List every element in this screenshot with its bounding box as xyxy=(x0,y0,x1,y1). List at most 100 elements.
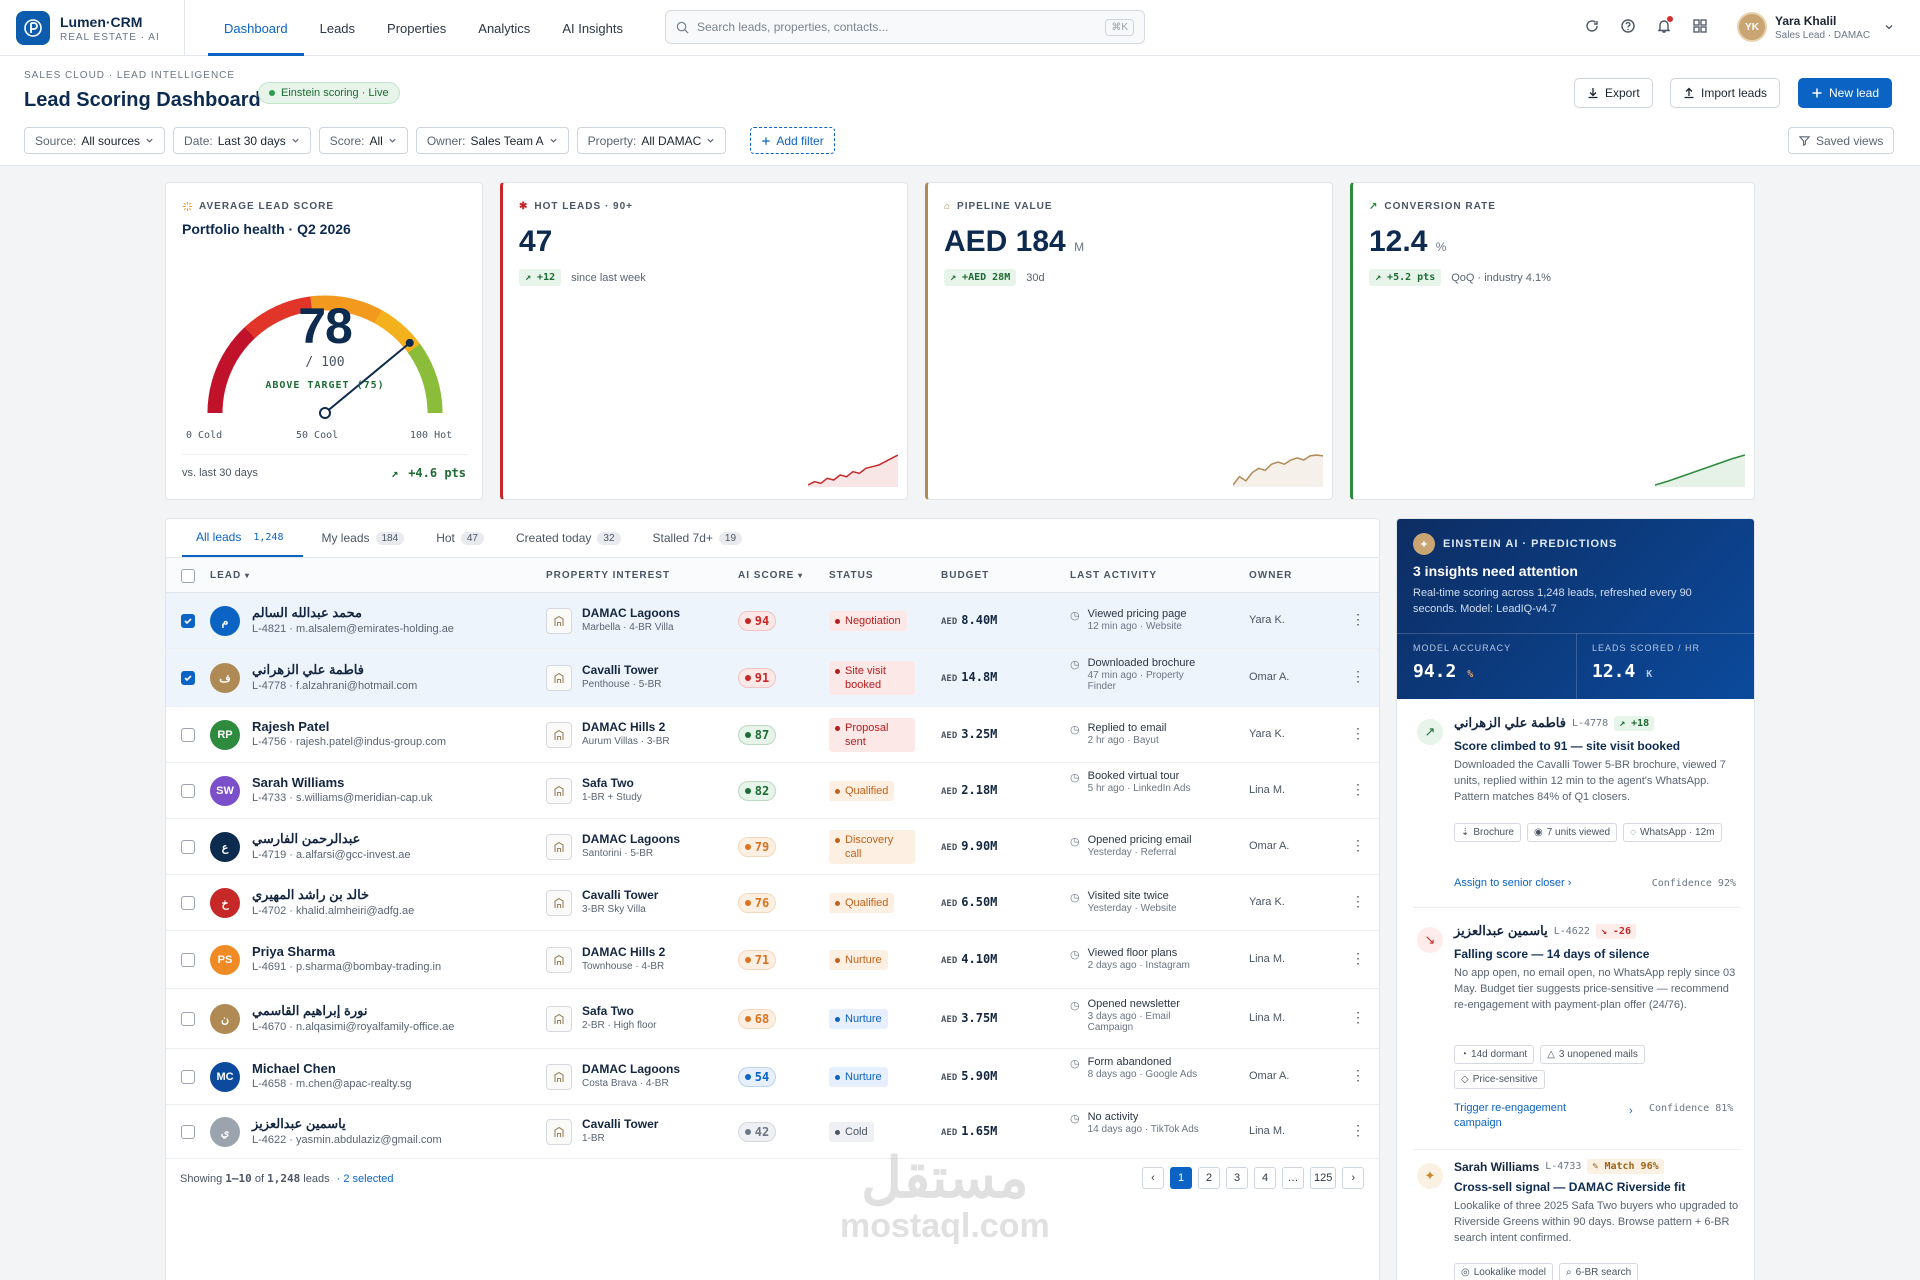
property-interest[interactable]: Safa Two 1-BR + Study xyxy=(582,776,642,803)
property-interest[interactable]: Cavalli Tower 1-BR xyxy=(582,1117,658,1144)
table-row[interactable]: خ خالد بن راشد المهيري L-4702 · khalid.alm… xyxy=(166,875,1379,931)
nav-tab-properties[interactable]: Properties xyxy=(387,20,447,36)
new-lead-button[interactable]: New lead xyxy=(1798,78,1893,108)
property-interest[interactable]: DAMAC Lagoons Costa Brava · 4-BR xyxy=(582,1062,680,1089)
page-button[interactable]: 1 xyxy=(1170,1167,1192,1189)
more-options-icon[interactable]: ⋮ xyxy=(1351,611,1365,627)
lead-name: Sarah Williams xyxy=(252,775,345,790)
add-filter-button[interactable]: Add filter xyxy=(750,127,835,154)
einstein-header: ✦ EINSTEIN AI · PREDICTIONS 3 insights n… xyxy=(1397,519,1754,699)
filter-owner[interactable]: Owner: Sales Team A xyxy=(415,127,569,154)
lead-info[interactable]: خالد بن راشد المهيري L-4702 · khalid.almh… xyxy=(252,887,414,917)
more-options-icon[interactable]: ⋮ xyxy=(1351,837,1365,853)
lead-info[interactable]: نورة إبراهيم القاسمي L-4670 · n.alqasimi@… xyxy=(252,1003,454,1033)
property-interest[interactable]: DAMAC Lagoons Santorini · 5-BR xyxy=(582,832,680,859)
filter-source[interactable]: Source: All sources xyxy=(24,127,166,154)
row-checkbox[interactable] xyxy=(181,784,195,798)
export-button[interactable]: Export xyxy=(1574,78,1653,108)
insight-badge: ✎ Match 96% xyxy=(1587,1159,1664,1174)
property-interest[interactable]: Safa Two 2-BR · High floor xyxy=(582,1004,656,1031)
page-button[interactable]: 125 xyxy=(1310,1167,1337,1189)
user-menu[interactable]: YK Yara Khalil Sales Lead · DAMAC xyxy=(1737,12,1894,42)
table-row[interactable]: PS Priya Sharma L-4691 · p.sharma@bombay-t… xyxy=(166,931,1379,989)
lead-info[interactable]: محمد عبدالله السالم L-4821 · m.alsalem@em… xyxy=(252,605,454,635)
lead-info[interactable]: Priya Sharma L-4691 · p.sharma@bombay-tra… xyxy=(252,944,441,973)
saved-views-button[interactable]: Saved views xyxy=(1788,127,1895,154)
tab-my-leads[interactable]: My leads 184 xyxy=(307,519,418,557)
row-checkbox[interactable] xyxy=(181,671,195,685)
filter-date[interactable]: Date: Last 30 days xyxy=(173,127,311,154)
table-row[interactable]: م محمد عبدالله السالم L-4821 · m.alsalem@e… xyxy=(166,593,1379,649)
table-row[interactable]: ن نورة إبراهيم القاسمي L-4670 · n.alqasimi… xyxy=(166,989,1379,1049)
row-checkbox[interactable] xyxy=(181,896,195,910)
row-checkbox[interactable] xyxy=(181,953,195,967)
property-interest[interactable]: Cavalli Tower Penthouse · 5-BR xyxy=(582,663,662,690)
lead-info[interactable]: عبدالرحمن الفارسي L-4719 · a.alfarsi@gcc-… xyxy=(252,831,411,861)
table-row[interactable]: SW Sarah Williams L-4733 · s.williams@meri… xyxy=(166,763,1379,819)
select-all-checkbox[interactable] xyxy=(181,569,195,583)
page-button[interactable]: 3 xyxy=(1226,1167,1248,1189)
row-checkbox[interactable] xyxy=(181,614,195,628)
row-checkbox[interactable] xyxy=(181,1012,195,1026)
column-header-lead[interactable]: LEAD ▾ xyxy=(210,570,250,581)
trigger-reengagement-link[interactable]: Trigger re-engagement campaign xyxy=(1454,1101,1594,1131)
next-page-button[interactable]: › xyxy=(1342,1167,1365,1189)
lead-info[interactable]: Michael Chen L-4658 · m.chen@apac-realty.… xyxy=(252,1061,412,1090)
lead-info[interactable]: ياسمين عبدالعزيز L-4622 · yasmin.abdulazi… xyxy=(252,1116,442,1146)
property-interest[interactable]: DAMAC Hills 2 Townhouse · 4-BR xyxy=(582,945,665,972)
upload-icon xyxy=(1684,87,1694,99)
insight-tags: ◔ 14d dormant △ 3 unopened mails ◇ Price… xyxy=(1454,1045,1724,1089)
row-checkbox[interactable] xyxy=(181,728,195,742)
tab-all-leads[interactable]: All leads 1,248 xyxy=(182,519,304,557)
table-row[interactable]: ف فاطمة علي الزهراني L-4778 · f.alzahrani@… xyxy=(166,649,1379,707)
assign-closer-link[interactable]: Assign to senior closer › xyxy=(1454,877,1572,889)
lead-info[interactable]: Sarah Williams L-4733 · s.williams@meridi… xyxy=(252,775,433,804)
apps-grid-icon[interactable] xyxy=(1690,16,1710,36)
property-name: Safa Two xyxy=(582,776,634,790)
nav-tab-ai-insights[interactable]: AI Insights xyxy=(562,20,624,36)
tab-stalled[interactable]: Stalled 7d+ 19 xyxy=(639,519,757,557)
page-button[interactable]: 4 xyxy=(1254,1167,1276,1189)
more-options-icon[interactable]: ⋮ xyxy=(1351,781,1365,797)
table-row[interactable]: ع عبدالرحمن الفارسي L-4719 · a.alfarsi@gcc… xyxy=(166,819,1379,875)
row-checkbox[interactable] xyxy=(181,1125,195,1139)
table-row[interactable]: RP Rajesh Patel L-4756 · rajesh.patel@indu… xyxy=(166,707,1379,763)
notifications-bell-icon[interactable] xyxy=(1654,16,1674,36)
lead-info[interactable]: Rajesh Patel L-4756 · rajesh.patel@indus-… xyxy=(252,719,446,748)
more-options-icon[interactable]: ⋮ xyxy=(1351,950,1365,966)
more-options-icon[interactable]: ⋮ xyxy=(1351,1009,1365,1025)
property-interest[interactable]: DAMAC Hills 2 Aurum Villas · 3-BR xyxy=(582,720,670,747)
brand[interactable]: Lumen·CRM REAL ESTATE · AI xyxy=(16,10,160,46)
refresh-icon[interactable] xyxy=(1582,16,1602,36)
property-interest[interactable]: Cavalli Tower 3-BR Sky Villa xyxy=(582,888,658,915)
nav-tab-leads[interactable]: Leads xyxy=(319,20,356,36)
lead-name: Michael Chen xyxy=(252,1061,336,1076)
search-input[interactable]: Search leads, properties, contacts... ⌘K xyxy=(665,10,1145,44)
page-button[interactable]: 2 xyxy=(1198,1167,1220,1189)
more-options-icon[interactable]: ⋮ xyxy=(1351,1067,1365,1083)
row-checkbox[interactable] xyxy=(181,840,195,854)
more-options-icon[interactable]: ⋮ xyxy=(1351,725,1365,741)
table-row[interactable]: ي ياسمين عبدالعزيز L-4622 · yasmin.abdulaz… xyxy=(166,1105,1379,1159)
filter-score[interactable]: Score: All xyxy=(318,127,408,154)
nav-tab-analytics[interactable]: Analytics xyxy=(478,20,531,36)
import-leads-button[interactable]: Import leads xyxy=(1670,78,1781,108)
currency: AED xyxy=(941,899,958,909)
row-checkbox[interactable] xyxy=(181,1070,195,1084)
nav-tab-dashboard[interactable]: Dashboard xyxy=(208,0,304,56)
tab-created-today[interactable]: Created today 32 xyxy=(502,519,635,557)
more-options-icon[interactable]: ⋮ xyxy=(1351,668,1365,684)
status-text: Proposal sent xyxy=(845,722,889,748)
more-options-icon[interactable]: ⋮ xyxy=(1351,893,1365,909)
lead-info[interactable]: فاطمة علي الزهراني L-4778 · f.alzahrani@h… xyxy=(252,662,417,692)
tab-hot[interactable]: Hot 47 xyxy=(422,519,498,557)
filter-property[interactable]: Property: All DAMAC xyxy=(576,127,727,154)
prev-page-button[interactable]: ‹ xyxy=(1142,1167,1164,1189)
avatar: ن xyxy=(210,1004,240,1034)
column-header-ai-score[interactable]: AI SCORE ▾ xyxy=(738,570,803,581)
table-row[interactable]: MC Michael Chen L-4658 · m.chen@apac-realt… xyxy=(166,1049,1379,1105)
help-icon[interactable] xyxy=(1618,16,1638,36)
property-interest[interactable]: DAMAC Lagoons Marbella · 4-BR Villa xyxy=(582,606,680,633)
selected-count[interactable]: · 2 selected xyxy=(336,1173,394,1185)
more-options-icon[interactable]: ⋮ xyxy=(1351,1122,1365,1138)
